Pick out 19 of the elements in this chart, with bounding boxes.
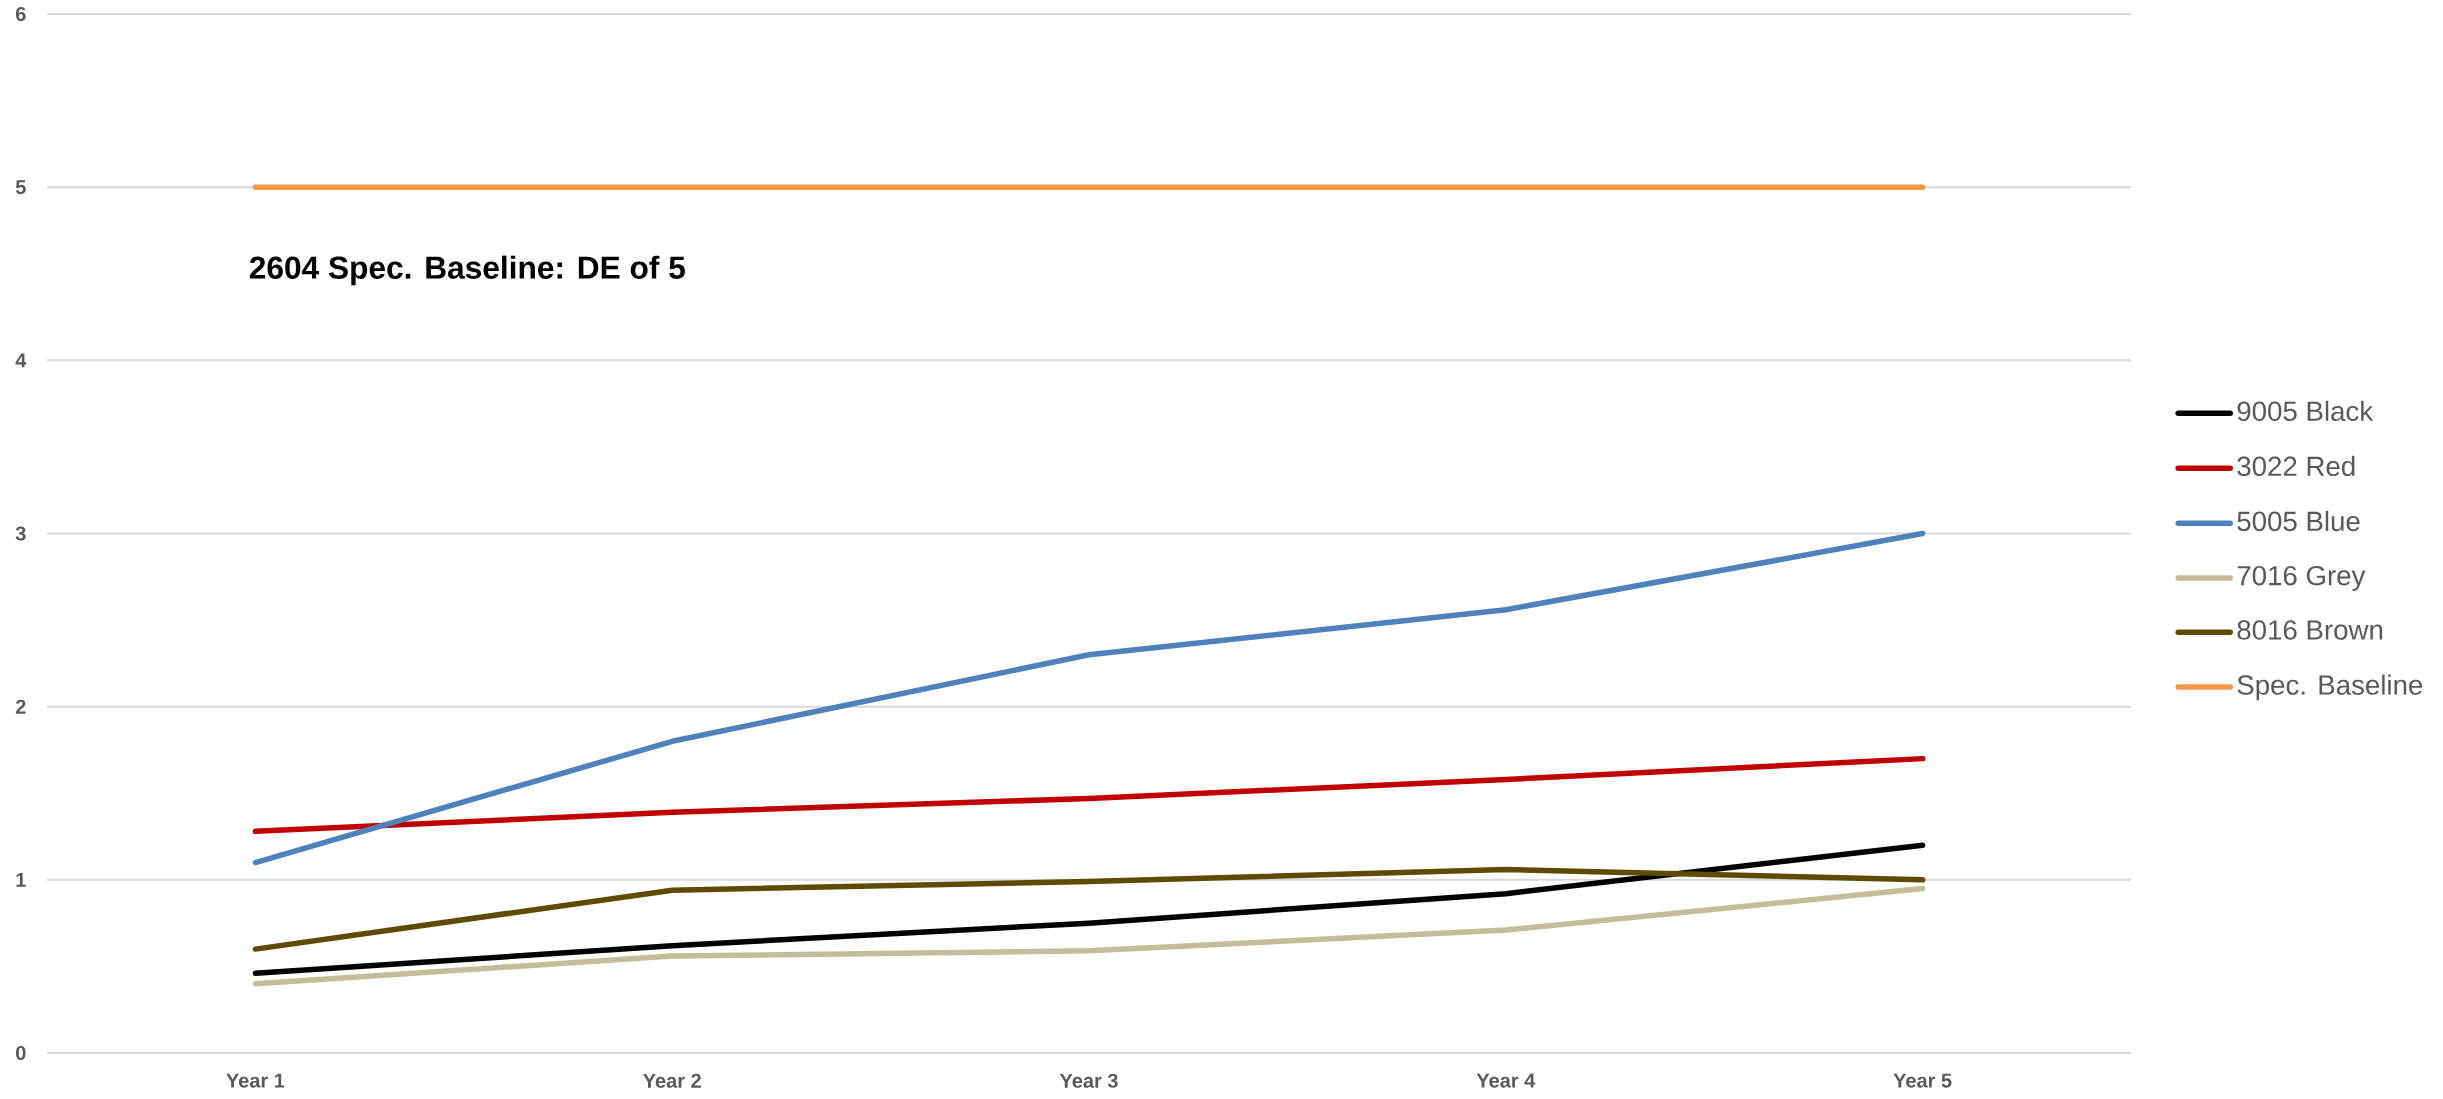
legend-label: 3022 Red (2237, 455, 2355, 477)
x-tick-label: Year 4 (1476, 1073, 1536, 1088)
y-tick-label: 6 (15, 6, 26, 22)
legend-label: 5005 Blue (2237, 510, 2360, 532)
x-tick-label: Year 1 (226, 1073, 285, 1088)
legend-label: Spec. Baseline (2237, 674, 2423, 701)
y-tick-label: 1 (16, 872, 26, 887)
y-tick-label: 3 (15, 526, 26, 541)
x-tick-label: Year 5 (1893, 1073, 1952, 1088)
legend-label: 7016 Grey (2237, 565, 2366, 591)
x-tick-label: Year 3 (1059, 1073, 1118, 1088)
y-tick-label: 5 (15, 180, 26, 195)
y-tick-label: 2 (15, 699, 26, 714)
text: 2604 Spec. Baseline: DE of 5 (249, 255, 685, 286)
y-tick-label: 4 (15, 353, 27, 368)
legend-label: 8016 Brown (2237, 620, 2383, 640)
y-tick-label: 0 (16, 1045, 26, 1061)
legend-label: 9005 Black (2237, 400, 2374, 422)
x-tick-label: Year 2 (643, 1073, 701, 1088)
